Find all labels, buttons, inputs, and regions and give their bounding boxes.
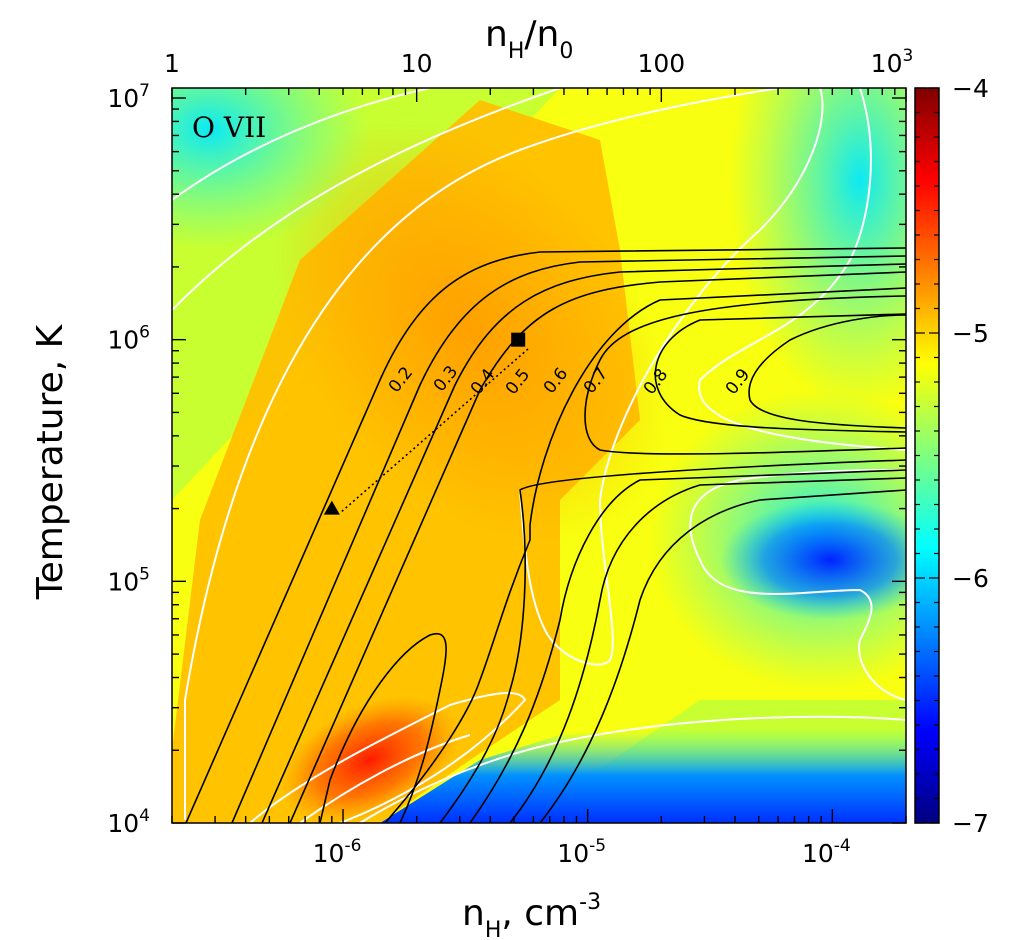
black-contour: [185, 247, 906, 823]
top-axis-label: nH/n0: [485, 14, 573, 64]
black-contour: [469, 469, 906, 823]
black-contour: [319, 632, 447, 823]
black-contour: [539, 489, 906, 823]
colorbar-tick-label: −5: [952, 319, 989, 348]
black-contour: [439, 459, 906, 823]
bottom-cold: [380, 728, 906, 823]
y-tick-label: 105: [107, 564, 150, 596]
black-contour: [654, 313, 906, 433]
heatmap-field: [172, 88, 906, 823]
colorbar-tick-label: −6: [952, 564, 989, 593]
black-contour: [509, 477, 906, 823]
y-tick-label: 106: [107, 323, 150, 355]
y-tick-label: 107: [107, 81, 150, 113]
dotted-connector: [339, 348, 529, 514]
white-contour: [249, 692, 527, 823]
black-contour: [584, 295, 906, 455]
white-contour: [184, 88, 781, 820]
y-tick-label: 104: [107, 806, 150, 838]
black-contour: [384, 287, 906, 823]
black-contour: [748, 314, 906, 429]
y-axis-label: Temperature, K: [30, 323, 71, 600]
white-contours: [172, 88, 906, 823]
black-contours: [185, 247, 906, 823]
white-contour: [519, 88, 824, 666]
colorbar-ticks: −4 −5 −6 −7: [915, 74, 989, 838]
colorbar-tick-label: −7: [952, 809, 989, 838]
top-x-tick-label: 100: [637, 49, 685, 78]
square-marker: [511, 332, 526, 347]
black-contour: [231, 255, 906, 823]
x-tick-label: 10-4: [802, 836, 851, 868]
colorbar-tick-label: −4: [952, 74, 989, 103]
top-x-tick-label: 10: [401, 49, 433, 78]
white-contour: [698, 88, 906, 451]
white-contour: [359, 715, 906, 823]
markers: [323, 332, 526, 515]
x-tick-label: 10-5: [557, 836, 606, 868]
x-tick-label: 10-6: [313, 836, 362, 868]
black-contour: [289, 271, 906, 823]
plot-frame: [171, 87, 907, 824]
white-contour: [172, 88, 561, 311]
white-contour: [299, 734, 471, 823]
top-x-tick-label: 103: [871, 46, 914, 78]
axis-ticks: 10-6 10-5 10-4 1 10 100 103 104 105 106 107: [107, 46, 913, 868]
black-contour: [261, 263, 906, 823]
triangle-marker: [323, 500, 340, 515]
top-x-tick-label: 1: [164, 49, 180, 78]
panel-label: O VII: [192, 111, 266, 144]
x-axis-label: nH, cm-3: [462, 890, 601, 940]
white-contour: [172, 88, 431, 201]
